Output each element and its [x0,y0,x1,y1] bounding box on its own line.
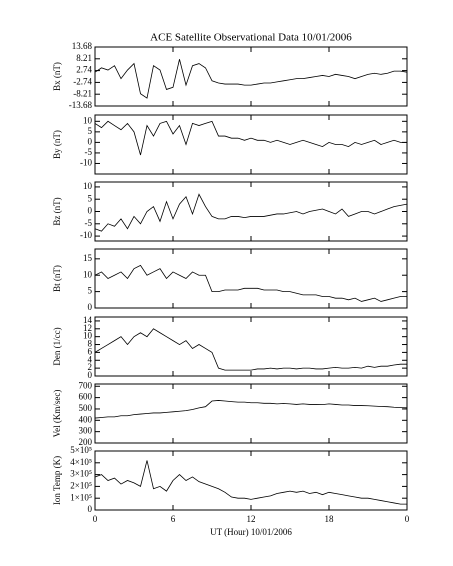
y-tick-label: -13.68 [69,100,93,110]
y-tick-label: 8.21 [76,53,92,63]
y-tick-label: 2×10⁵ [70,480,92,490]
y-axis-label: Ion Temp (K) [52,456,62,505]
panel-frame [94,114,408,175]
y-tick-label: 500 [79,403,93,413]
panel-frame [94,316,408,377]
y-tick-label: 14 [83,315,93,325]
y-tick-label: 5 [88,193,93,203]
data-line [94,328,407,371]
y-tick-label: 0 [88,504,93,514]
panel-frame [94,181,408,242]
y-tick-label: 3×10⁵ [70,469,92,479]
x-tick-label: 12 [247,514,256,524]
data-line [94,59,408,99]
y-tick-label: 0 [88,370,93,380]
y-tick-label: 15 [83,253,93,263]
y-tick-label: -2.74 [73,76,92,86]
y-tick-label: 600 [79,392,93,402]
y-tick-label: 12 [83,323,92,333]
y-tick-label: -8.21 [73,88,92,98]
y-tick-label: 10 [83,269,93,279]
panel-frame [94,383,408,444]
y-tick-label: 5 [88,286,93,296]
y-tick-label: -5 [85,218,93,228]
y-tick-label: 0 [88,302,93,312]
data-line [94,460,407,505]
x-tick-label: 0 [405,514,410,524]
y-axis-label: Bt (nT) [52,265,62,292]
y-tick-label: 1×10⁵ [70,492,92,502]
y-tick-label: 4×10⁵ [70,457,92,467]
y-tick-label: 5 [88,126,93,136]
data-line [94,193,408,232]
y-tick-label: 200 [79,437,93,447]
data-line [94,400,408,419]
panel-frame [94,248,408,309]
x-tick-label: 18 [325,514,335,524]
chart-title: ACE Satellite Observational Data 10/01/2… [150,32,352,44]
y-tick-label: 0 [88,206,93,216]
data-line [94,120,407,156]
y-axis-label: By (nT) [52,130,62,159]
y-tick-label: -10 [80,158,92,168]
y-tick-label: 700 [79,380,93,390]
y-axis-label: Bx (nT) [52,62,62,91]
y-tick-label: -10 [80,230,92,240]
y-tick-label: 0 [88,136,93,146]
x-tick-label: 6 [171,514,176,524]
y-tick-label: 13.68 [72,41,93,51]
y-axis-label: Bz (nT) [52,197,62,225]
panel-frame [94,46,408,107]
x-tick-label: 0 [93,514,98,524]
data-line [94,264,407,302]
y-tick-label: 5×10⁵ [70,445,92,455]
y-tick-label: 2 [88,362,93,372]
y-tick-label: 400 [79,414,93,424]
y-tick-label: 2.74 [76,65,92,75]
x-axis-label: UT (Hour) 10/01/2006 [210,527,292,537]
y-tick-label: 8 [88,339,93,349]
y-axis-label: Den (1/cc) [52,327,62,365]
y-tick-label: 10 [83,115,93,125]
y-tick-label: 4 [88,354,93,364]
y-tick-label: 6 [88,346,93,356]
y-tick-label: 10 [83,331,93,341]
y-tick-label: 300 [79,426,93,436]
y-tick-label: -5 [85,147,93,157]
y-axis-label: Vel (Km/sec) [52,390,62,438]
y-tick-label: 10 [83,181,93,191]
